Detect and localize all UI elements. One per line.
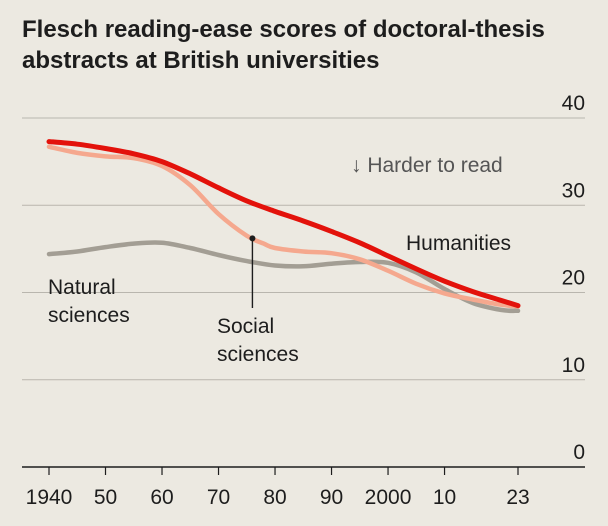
label-natural-sciences: Natural sciences bbox=[48, 276, 130, 327]
y-tick-label-10: 10 bbox=[562, 354, 585, 377]
annotations: ↓ Harder to read Humanities Natural scienc… bbox=[48, 154, 511, 366]
harder-to-read-note: ↓ Harder to read bbox=[351, 154, 503, 177]
x-tick-label-1960: 60 bbox=[150, 486, 173, 509]
social-sciences-pointer-dot bbox=[249, 235, 256, 242]
series-line-natural-sciences bbox=[46, 240, 521, 314]
x-tick-label-2000: 2000 bbox=[365, 486, 412, 509]
x-tick-label-1940: 1940 bbox=[26, 486, 73, 509]
x-tick-label-2010: 10 bbox=[433, 486, 456, 509]
x-tick-label-1990: 90 bbox=[320, 486, 343, 509]
y-tick-label-40: 40 bbox=[562, 92, 585, 115]
series-lines bbox=[46, 139, 521, 314]
y-axis-ticks: 0 10 20 30 40 bbox=[562, 92, 585, 464]
y-tick-label-30: 30 bbox=[562, 179, 585, 202]
label-humanities: Humanities bbox=[406, 232, 511, 255]
y-tick-label-0: 0 bbox=[573, 441, 585, 464]
label-natural-sciences-line-1: Natural bbox=[48, 276, 116, 299]
y-tick-label-20: 20 bbox=[562, 267, 585, 290]
label-social-sciences-line-1: Social bbox=[217, 315, 274, 338]
x-tick-label-1950: 50 bbox=[94, 486, 117, 509]
label-social-sciences: Social sciences bbox=[217, 315, 299, 366]
x-tick-label-1970: 70 bbox=[207, 486, 230, 509]
series-line-social-sciences bbox=[46, 144, 521, 309]
label-social-sciences-line-2: sciences bbox=[217, 343, 299, 366]
chart-title: Flesch reading-ease scores of doctoral-t… bbox=[22, 16, 545, 74]
x-axis: 1940 50 60 70 80 90 2000 10 23 bbox=[26, 467, 530, 509]
x-tick-label-1980: 80 bbox=[263, 486, 286, 509]
series-line-humanities bbox=[46, 139, 521, 309]
x-tick-label-2023: 23 bbox=[506, 486, 529, 509]
gridlines bbox=[22, 117, 585, 468]
label-natural-sciences-line-2: sciences bbox=[48, 304, 130, 327]
